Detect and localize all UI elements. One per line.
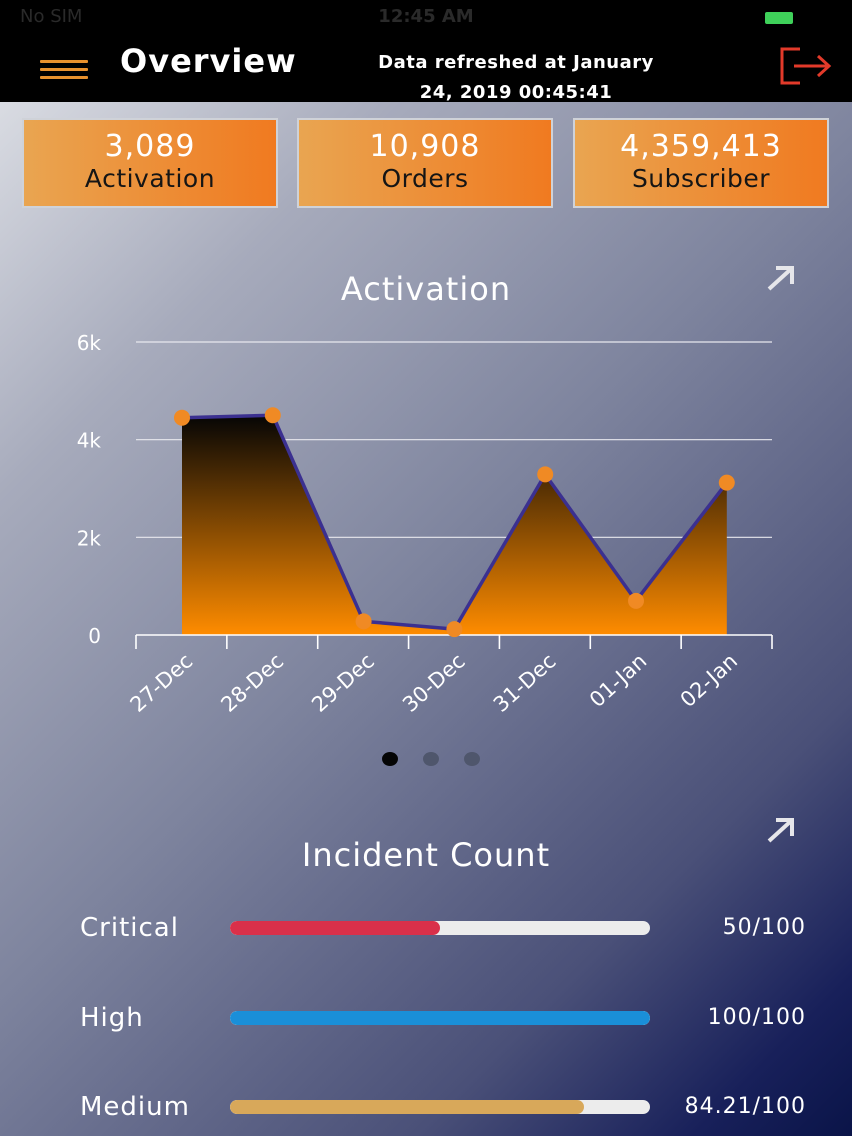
kpi-card-orders[interactable]: 10,908 Orders <box>297 118 553 208</box>
activation-area <box>182 415 727 635</box>
incident-value-high: 100/100 <box>707 1005 806 1030</box>
y-tick-label: 0 <box>88 624 101 648</box>
refresh-line-1: Data refreshed at January <box>378 52 654 73</box>
app-header: Overview Data refreshed at January 24, 2… <box>0 34 852 103</box>
incident-row-critical: Critical 50/100 <box>0 908 852 948</box>
kpi-label-subscriber: Subscriber <box>631 164 771 193</box>
x-tick-label: 30-Dec <box>398 649 470 717</box>
activation-data-point <box>628 592 644 609</box>
activation-data-point <box>174 409 190 426</box>
pager-dot-3[interactable] <box>464 752 480 766</box>
y-tick-label: 6k <box>77 331 102 355</box>
x-tick-label: 29-Dec <box>307 649 379 717</box>
activation-expand-button[interactable] <box>764 262 798 296</box>
menu-button[interactable] <box>40 58 88 82</box>
x-tick-label: 27-Dec <box>126 649 198 717</box>
battery-icon <box>765 12 793 24</box>
kpi-label-activation: Activation <box>84 164 216 193</box>
incident-bar-high <box>230 1011 650 1025</box>
incident-label-high: High <box>80 1003 144 1033</box>
incident-count-title: Incident Count <box>301 836 551 874</box>
expand-arrow-icon <box>767 266 794 291</box>
x-tick-label: 31-Dec <box>489 649 561 717</box>
x-tick-label: 01-Jan <box>585 649 651 712</box>
kpi-value-subscriber: 4,359,413 <box>620 129 782 164</box>
incident-label-critical: Critical <box>80 913 179 943</box>
incident-label-medium: Medium <box>80 1092 190 1122</box>
activation-chart: 0 2k 4k 6k 27-Dec 28-Dec 29-Dec 30-Dec 31-Dec 01… <box>77 331 773 717</box>
hamburger-icon <box>40 68 88 71</box>
incident-track-medium <box>230 1100 650 1114</box>
activation-data-point <box>355 613 372 630</box>
logout-icon <box>780 47 832 85</box>
activation-data-point <box>264 407 281 424</box>
incident-row-high: High 100/100 <box>0 998 852 1038</box>
incident-bar-medium <box>230 1100 584 1114</box>
incident-expand-button[interactable] <box>764 814 798 848</box>
hamburger-icon <box>40 76 88 79</box>
y-tick-label: 4k <box>77 429 102 453</box>
incident-value-medium: 84.21/100 <box>684 1094 806 1119</box>
refresh-line-2: 24, 2019 00:45:41 <box>419 82 613 103</box>
x-tick-label: 28-Dec <box>216 649 288 717</box>
x-tick-label: 02-Jan <box>676 649 742 712</box>
activation-data-point <box>537 466 554 483</box>
activation-data-point <box>718 474 735 491</box>
hamburger-icon <box>40 60 88 63</box>
incident-track-high <box>230 1011 650 1025</box>
kpi-value-orders: 10,908 <box>369 129 481 164</box>
expand-arrow-icon <box>767 818 794 843</box>
incident-row-medium: Medium 84.21/100 <box>0 1087 852 1127</box>
incident-track-critical <box>230 921 650 935</box>
carrier-label: No SIM <box>20 6 83 27</box>
pager-dot-2[interactable] <box>423 752 439 766</box>
activation-chart-title: Activation <box>340 270 512 308</box>
kpi-card-subscriber[interactable]: 4,359,413 Subscriber <box>573 118 829 208</box>
pager-dot-1[interactable] <box>382 752 398 766</box>
status-bar: No SIM 12:45 AM <box>0 0 852 34</box>
refresh-timestamp: Data refreshed at January 24, 2019 00:45… <box>345 48 687 108</box>
status-time: 12:45 AM <box>378 6 474 27</box>
chart-pager <box>0 752 852 768</box>
kpi-label-orders: Orders <box>381 164 469 193</box>
incident-bar-critical <box>230 921 440 935</box>
activation-data-point <box>446 621 463 638</box>
kpi-value-activation: 3,089 <box>104 129 196 164</box>
y-tick-label: 2k <box>77 526 102 550</box>
page-title: Overview <box>120 42 297 80</box>
logout-button[interactable] <box>778 46 834 86</box>
incident-value-critical: 50/100 <box>722 915 806 940</box>
kpi-card-activation[interactable]: 3,089 Activation <box>22 118 278 208</box>
